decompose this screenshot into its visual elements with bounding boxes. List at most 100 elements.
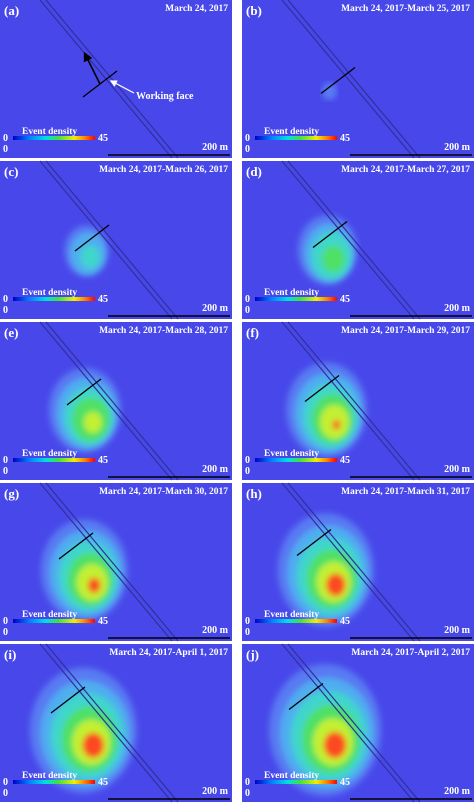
legend-max: 45 [98,777,108,788]
colorbar [13,619,95,623]
scale-label: 200 m [444,625,471,636]
colorbar [255,619,337,623]
roadway [39,643,173,803]
legend-max: 45 [340,777,350,788]
density-contour [321,82,337,101]
roadway [45,0,179,159]
legend-title: Event density [22,771,77,781]
panel-date: March 24, 2017-March 26, 2017 [99,165,228,175]
density-contour [83,411,102,433]
panel-label: (i) [4,647,16,662]
density-contour [87,577,101,594]
legend-title: Event density [264,771,319,781]
panel-date: March 24, 2017-March 28, 2017 [99,326,228,336]
legend-base: 0 [3,627,8,638]
density-contour [326,573,346,597]
legend-base: 0 [245,466,250,477]
panel-label: (h) [246,486,262,501]
legend-min: 0 [3,133,8,144]
legend-max: 45 [340,133,350,144]
scale-label: 200 m [444,464,471,475]
roadway [45,160,179,320]
legend-max: 45 [340,455,350,466]
legend-base: 0 [3,144,8,155]
panel-date: March 24, 2017 [165,4,228,14]
roadway [45,321,179,481]
panel-date: March 24, 2017-April 2, 2017 [351,648,470,658]
scale-label: 200 m [202,786,229,797]
legend-max: 45 [98,455,108,466]
scale-label: 200 m [202,142,229,153]
panel: (e) March 24, 2017-March 28, 2017 Event de… [0,321,232,481]
density-map [321,82,337,101]
roadway [39,160,173,320]
panel-label: (f) [246,325,259,340]
scale-label: 200 m [202,464,229,475]
panel: (f) March 24, 2017-March 29, 2017 Event de… [242,321,474,481]
working-face [304,374,340,403]
panel-background [242,161,474,319]
panel-label: (d) [246,164,262,179]
panel-date: March 24, 2017-March 27, 2017 [341,165,470,175]
legend-base: 0 [3,788,8,799]
roadway [281,321,415,481]
density-map [297,215,358,285]
legend-title: Event density [22,288,77,298]
roadway [287,160,421,320]
roadway [39,482,173,642]
legend-title: Event density [264,127,319,137]
working-face [288,682,324,711]
colorbar [255,297,337,301]
roadway [287,321,421,481]
density-map [277,513,374,627]
advance-arrow [83,51,101,85]
colorbar [255,780,337,784]
panel: (j) March 24, 2017-April 2, 2017 Event den… [242,643,474,803]
legend-max: 45 [98,294,108,305]
panel-label: (g) [4,486,19,501]
roadway [281,0,415,159]
density-contour [80,245,101,269]
panel-label: (b) [246,3,262,18]
legend-max: 45 [340,294,350,305]
legend-max: 45 [98,133,108,144]
roadway [45,482,179,642]
legend-max: 45 [340,616,350,627]
roadway [39,321,173,481]
density-map [64,225,109,277]
legend-base: 0 [245,305,250,316]
scale-label: 200 m [202,625,229,636]
legend-base: 0 [245,144,250,155]
legend-min: 0 [3,294,8,305]
colorbar [13,458,95,462]
panel: (i) March 24, 2017-April 1, 2017 Event den… [0,643,232,803]
legend-title: Event density [264,610,319,620]
density-map [286,362,367,458]
roadway [287,643,421,803]
density-map [268,664,382,796]
panel: (c) March 24, 2017-March 26, 2017 Event de… [0,160,232,320]
roadway [281,160,415,320]
legend-base: 0 [245,788,250,799]
density-contour [332,420,341,430]
panel: (b) March 24, 2017-March 25, 2017 Event de… [242,0,474,159]
panel-background [0,0,232,158]
panel: (g) March 24, 2017-March 30, 2017 Event de… [0,482,232,642]
scale-label: 200 m [444,786,471,797]
legend-max: 45 [98,616,108,627]
panel-background [242,0,474,158]
legend-min: 0 [245,294,250,305]
legend-base: 0 [245,627,250,638]
roadway [281,643,415,803]
colorbar [13,297,95,301]
working-face [320,66,356,95]
legend-title: Event density [22,610,77,620]
colorbar [13,136,95,140]
colorbar [13,780,95,784]
panel-label: (a) [4,3,19,18]
colorbar [255,136,337,140]
panel-date: March 24, 2017-April 1, 2017 [109,648,228,658]
roadway [281,482,415,642]
panel-label: (e) [4,325,18,340]
